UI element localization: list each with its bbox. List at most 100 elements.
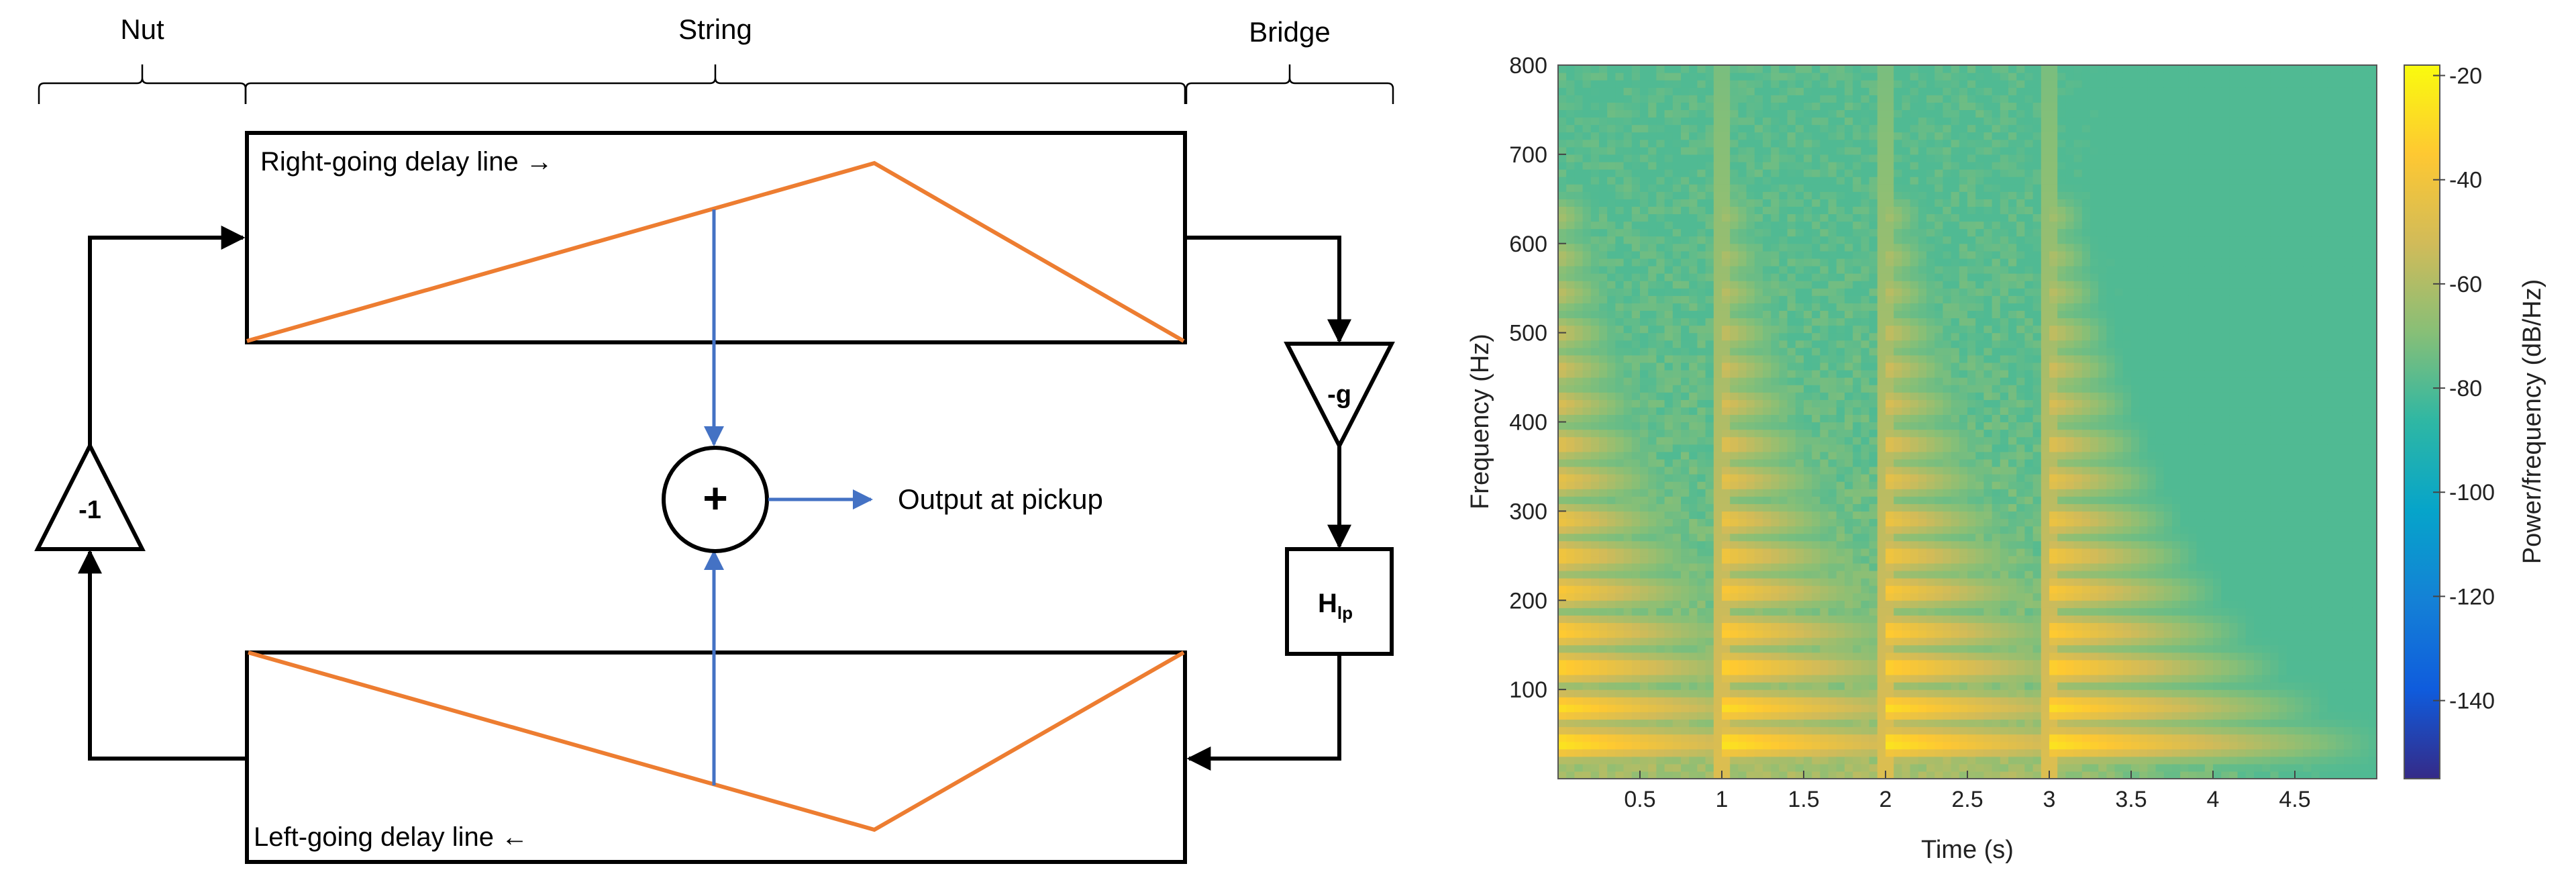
spectrogram-cell xyxy=(1738,184,1747,192)
spectrogram-cell xyxy=(1918,377,1927,385)
spectrogram-cell xyxy=(1828,585,1837,593)
spectrogram-cell xyxy=(1926,281,1935,289)
spectrogram-cell xyxy=(1812,466,1820,475)
spectrogram-cell xyxy=(1869,236,1878,244)
spectrogram-cell xyxy=(1558,756,1567,765)
spectrogram-cell xyxy=(1640,608,1649,616)
spectrogram-cell xyxy=(1722,102,1731,111)
spectrogram-cell xyxy=(1861,704,1870,712)
spectrogram-cell xyxy=(1861,474,1870,482)
spectrogram-cell xyxy=(1828,177,1837,185)
spectrogram-cell xyxy=(1763,511,1771,520)
spectrogram-cell xyxy=(1828,310,1837,319)
spectrogram-cell xyxy=(1722,659,1731,668)
spectrogram-cell xyxy=(1869,146,1878,155)
spectrogram-cell xyxy=(1664,258,1673,267)
spectrogram-cell xyxy=(1951,526,1960,534)
spectrogram-cell xyxy=(1787,466,1796,475)
spectrogram-cell xyxy=(1754,496,1763,504)
spectrogram-cell xyxy=(1951,644,1960,653)
spectrogram-cell xyxy=(1746,146,1755,155)
spectrogram-cell xyxy=(1943,95,1952,103)
spectrogram-cell xyxy=(1804,466,1812,475)
spectrogram-cell xyxy=(1607,369,1616,378)
spectrogram-cell xyxy=(1804,399,1812,407)
spectrogram-cell xyxy=(1689,748,1698,757)
spectrogram-cell xyxy=(1648,644,1657,653)
spectrogram-cell xyxy=(1648,682,1657,690)
spectrogram-cell xyxy=(1599,719,1608,728)
spectrogram-cell xyxy=(1664,303,1673,311)
spectrogram-cell xyxy=(1697,318,1706,326)
spectrogram-cell xyxy=(1951,221,1960,230)
spectrogram-cell xyxy=(1730,608,1739,616)
spectrogram-cell xyxy=(1820,726,1829,735)
spectrogram-cell xyxy=(1820,109,1829,118)
spectrogram-cell xyxy=(1820,481,1829,489)
spectrogram-cell xyxy=(1599,652,1608,661)
spectrogram-cell xyxy=(1795,481,1804,489)
spectrogram-cell xyxy=(1886,436,1894,445)
spectrogram-cell xyxy=(1763,600,1771,608)
spectrogram-cell xyxy=(1902,146,1911,155)
spectrogram-cell xyxy=(1738,281,1747,289)
spectrogram-cell xyxy=(1771,600,1780,608)
spectrogram-cell xyxy=(1926,771,1935,779)
spectrogram-cell xyxy=(1763,399,1771,407)
spectrogram-cell xyxy=(1894,466,1902,475)
spectrogram-cell xyxy=(1779,72,1788,81)
spectrogram-cell xyxy=(1943,422,1952,430)
spectrogram-cell xyxy=(1738,340,1747,348)
spectrogram-cell xyxy=(1730,161,1739,170)
spectrogram-cell xyxy=(1623,436,1633,445)
spectrogram-cell xyxy=(1943,102,1952,111)
spectrogram-cell xyxy=(1599,184,1608,192)
spectrogram-cell xyxy=(1672,481,1682,489)
spectrogram-cell xyxy=(1877,667,1886,675)
spectrogram-cell xyxy=(1697,436,1706,445)
spectrogram-cell xyxy=(1877,392,1886,400)
spectrogram-cell xyxy=(1918,422,1927,430)
spectrogram-cell xyxy=(1730,80,1739,88)
spectrogram-cell xyxy=(1672,139,1682,148)
spectrogram-cell xyxy=(1812,117,1820,126)
spectrogram-cell xyxy=(1689,310,1698,319)
spectrogram-cell xyxy=(1845,117,1853,126)
spectrogram-cell xyxy=(1836,199,1845,207)
spectrogram-cell xyxy=(1926,429,1935,438)
spectrogram-cell xyxy=(1886,533,1894,542)
spectrogram-cell xyxy=(1771,354,1780,363)
spectrogram-cell xyxy=(1918,726,1927,735)
spectrogram-cell xyxy=(1599,80,1608,88)
spectrogram-cell xyxy=(1877,310,1886,319)
spectrogram-cell xyxy=(1631,354,1641,363)
spectrogram-cell xyxy=(1812,630,1820,638)
spectrogram-cell xyxy=(1951,310,1960,319)
spectrogram-cell xyxy=(1713,481,1722,489)
spectrogram-cell xyxy=(1967,511,1976,520)
spectrogram-cell xyxy=(1681,496,1690,504)
spectrogram-cell xyxy=(1681,608,1690,616)
spectrogram-cell xyxy=(1705,734,1714,742)
spectrogram-cell xyxy=(1787,763,1796,772)
spectrogram-cell xyxy=(1681,199,1690,207)
spectrogram-cell xyxy=(1722,228,1731,237)
spectrogram-cell xyxy=(1599,771,1608,779)
spectrogram-cell xyxy=(1918,466,1927,475)
spectrogram-cell xyxy=(1926,213,1935,222)
spectrogram-cell xyxy=(1877,161,1886,170)
spectrogram-cell xyxy=(1697,250,1706,259)
spectrogram-cell xyxy=(1820,578,1829,586)
spectrogram-cell xyxy=(1713,332,1722,341)
spectrogram-cell xyxy=(1779,243,1788,252)
spectrogram-cell xyxy=(1886,310,1894,319)
spectrogram-cell xyxy=(1738,422,1747,430)
spectrogram-cell xyxy=(1754,444,1763,452)
spectrogram-cell xyxy=(1787,585,1796,593)
spectrogram-cell xyxy=(1640,719,1649,728)
spectrogram-cell xyxy=(1836,377,1845,385)
spectrogram-cell xyxy=(1640,496,1649,504)
spectrogram-cell xyxy=(1763,273,1771,281)
spectrogram-cell xyxy=(1804,213,1812,222)
spectrogram-cell xyxy=(1754,109,1763,118)
